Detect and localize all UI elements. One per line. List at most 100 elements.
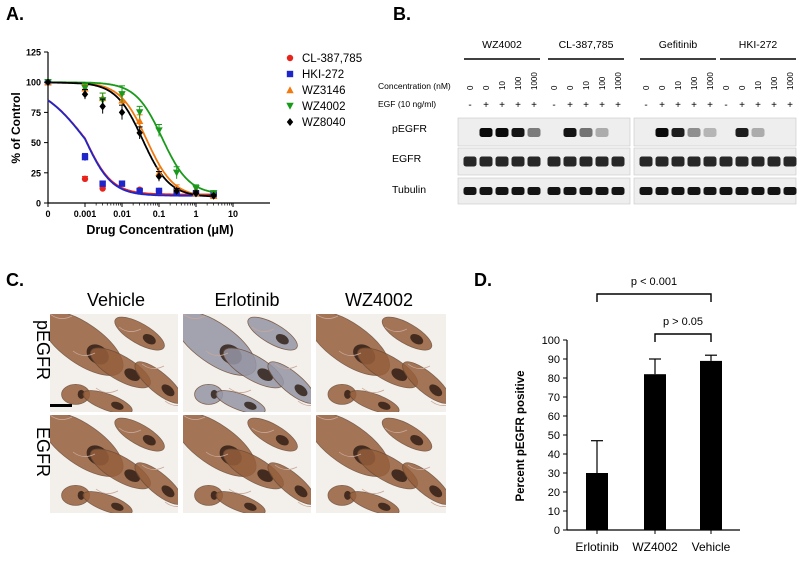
- blot-lane-egf-sign: -: [552, 100, 555, 111]
- curve-wz3146: [48, 81, 214, 198]
- point-wz4002: [172, 169, 181, 177]
- blot-lane-egf-sign: +: [615, 100, 621, 111]
- blot-lane-concentration: 0: [738, 85, 747, 90]
- hair-shaft: [344, 490, 352, 500]
- blot-group-label-gefitinib: Gefitinib: [659, 39, 698, 51]
- row-label-egf: EGF (10 ng/ml): [378, 99, 436, 109]
- panel-a-y-tick-label: 125: [26, 48, 41, 58]
- legend-label-hki-272: HKI-272: [302, 69, 344, 81]
- row-label-egfr: EGFR: [392, 153, 422, 165]
- adipose-outline: [205, 451, 229, 457]
- significance-label: p < 0.001: [631, 276, 677, 288]
- adipose-outline: [407, 464, 431, 470]
- adipose-outline: [50, 415, 73, 420]
- hair-shaft: [294, 485, 308, 498]
- point-wz4002: [192, 185, 200, 193]
- panel-d-y-label: Percent pEGFR positive: [515, 370, 527, 501]
- ihc-tile-content: [50, 314, 178, 412]
- blot-band-egfr: [579, 156, 593, 167]
- adipose-outline: [118, 427, 142, 433]
- ihc-tile-content: [183, 415, 311, 513]
- blot-lane-egf-sign: -: [724, 100, 727, 111]
- adipose-outline: [430, 400, 446, 406]
- panel-a-y-tick-label: 75: [31, 108, 41, 118]
- adipose-outline: [316, 314, 339, 319]
- panel-d-x-tick-label-wz4002: WZ4002: [632, 540, 678, 554]
- panel-a-dose-response-chart: % of Control Drug Concentration (μM) 0 25…: [9, 48, 362, 238]
- panel-d-y-tick-label: 20: [548, 487, 560, 499]
- blot-band-egfr: [511, 156, 525, 167]
- blot-lane-egf-sign: +: [659, 100, 665, 111]
- blot-lane-concentration: 1000: [706, 72, 715, 90]
- point-hki-272: [81, 153, 89, 161]
- scale-bar: [50, 404, 72, 407]
- adipose-outline: [251, 326, 275, 332]
- blot-lane-concentration: 10: [754, 81, 763, 90]
- blot-lane-egf-sign: +: [707, 100, 713, 111]
- adipose-outline: [141, 363, 165, 369]
- blot-band-pegfr: [671, 128, 685, 137]
- point-wz8040: [81, 90, 89, 99]
- blot-band-pegfr: [595, 128, 609, 137]
- blot-band-egfr: [703, 156, 717, 167]
- blot-band-tubulin: [511, 187, 525, 195]
- point-wz8040: [99, 102, 106, 111]
- blot-band-egfr: [719, 156, 733, 167]
- adipose-outline: [274, 363, 298, 369]
- point-cl-387-785: [81, 175, 89, 183]
- adipose-outline: [50, 314, 73, 319]
- bar-wz4002: [644, 374, 666, 530]
- blot-band-pegfr: [735, 128, 749, 137]
- significance-bracket: [654, 333, 712, 342]
- hair-shaft: [410, 333, 424, 345]
- col-label-erlotinib: Erlotinib: [214, 290, 279, 310]
- ihc-tile-content: [50, 415, 178, 513]
- adipose-outline: [297, 400, 311, 406]
- hair-shaft: [210, 389, 218, 399]
- blot-lane-concentration: 0: [658, 85, 667, 90]
- hair-shaft: [275, 333, 289, 345]
- hair-shaft: [210, 490, 218, 500]
- row-label-pegfr-ihc: pEGFR: [33, 320, 53, 380]
- panel-d-y-tick-label: 40: [548, 449, 560, 461]
- blot-band-egfr: [463, 156, 477, 167]
- point-wz8040: [192, 189, 200, 198]
- panel-d-y-tick-label: 100: [542, 335, 560, 347]
- panel-a-x-tick-label: 1: [193, 209, 198, 219]
- blot-lane-egf-sign: -: [468, 100, 471, 111]
- ihc-tile-pegfr-erlotinib: [183, 314, 311, 412]
- hair-shaft: [378, 401, 391, 410]
- panel-d-y-tick-label: 70: [548, 392, 560, 404]
- blot-lane-concentration: 1000: [614, 72, 623, 90]
- point-wz8040: [136, 128, 143, 137]
- blot-group-label-cl-387-785: CL-387,785: [559, 39, 614, 51]
- blot-lane-concentration: 100: [770, 76, 779, 90]
- adipose-outline: [141, 464, 165, 470]
- blot-band-egfr: [639, 156, 653, 167]
- point-wz4002: [155, 127, 163, 135]
- legend-marker-cl-387-785: [286, 54, 294, 62]
- curve-wz4002: [48, 81, 214, 194]
- blot-lane-egf-sign: +: [515, 100, 521, 111]
- legend-marker-wz3146: [286, 86, 294, 94]
- panel-d-y-tick-label: 0: [554, 525, 560, 537]
- adipose-outline: [205, 350, 229, 356]
- significance-label: p > 0.05: [663, 316, 703, 328]
- blot-lane-concentration: 10: [674, 81, 683, 90]
- blot-band-egfr: [751, 156, 765, 167]
- hair-shaft: [244, 401, 257, 410]
- legend-label-wz8040: WZ8040: [302, 117, 345, 129]
- hair-shaft: [429, 485, 443, 498]
- panel-c-letter: C.: [6, 270, 24, 290]
- blot-band-egfr: [611, 156, 625, 167]
- panel-a-x-tick-label: 10: [228, 209, 238, 219]
- blot-lane-concentration: 0: [642, 85, 651, 90]
- hair-shaft: [161, 384, 175, 397]
- ihc-tile-content: [183, 314, 311, 412]
- blot-lane-concentration: 0: [566, 85, 575, 90]
- adipose-outline: [338, 350, 362, 356]
- hair-shaft: [410, 434, 424, 446]
- legend-label-wz3146: WZ3146: [302, 85, 345, 97]
- blot-band-pegfr: [655, 128, 669, 137]
